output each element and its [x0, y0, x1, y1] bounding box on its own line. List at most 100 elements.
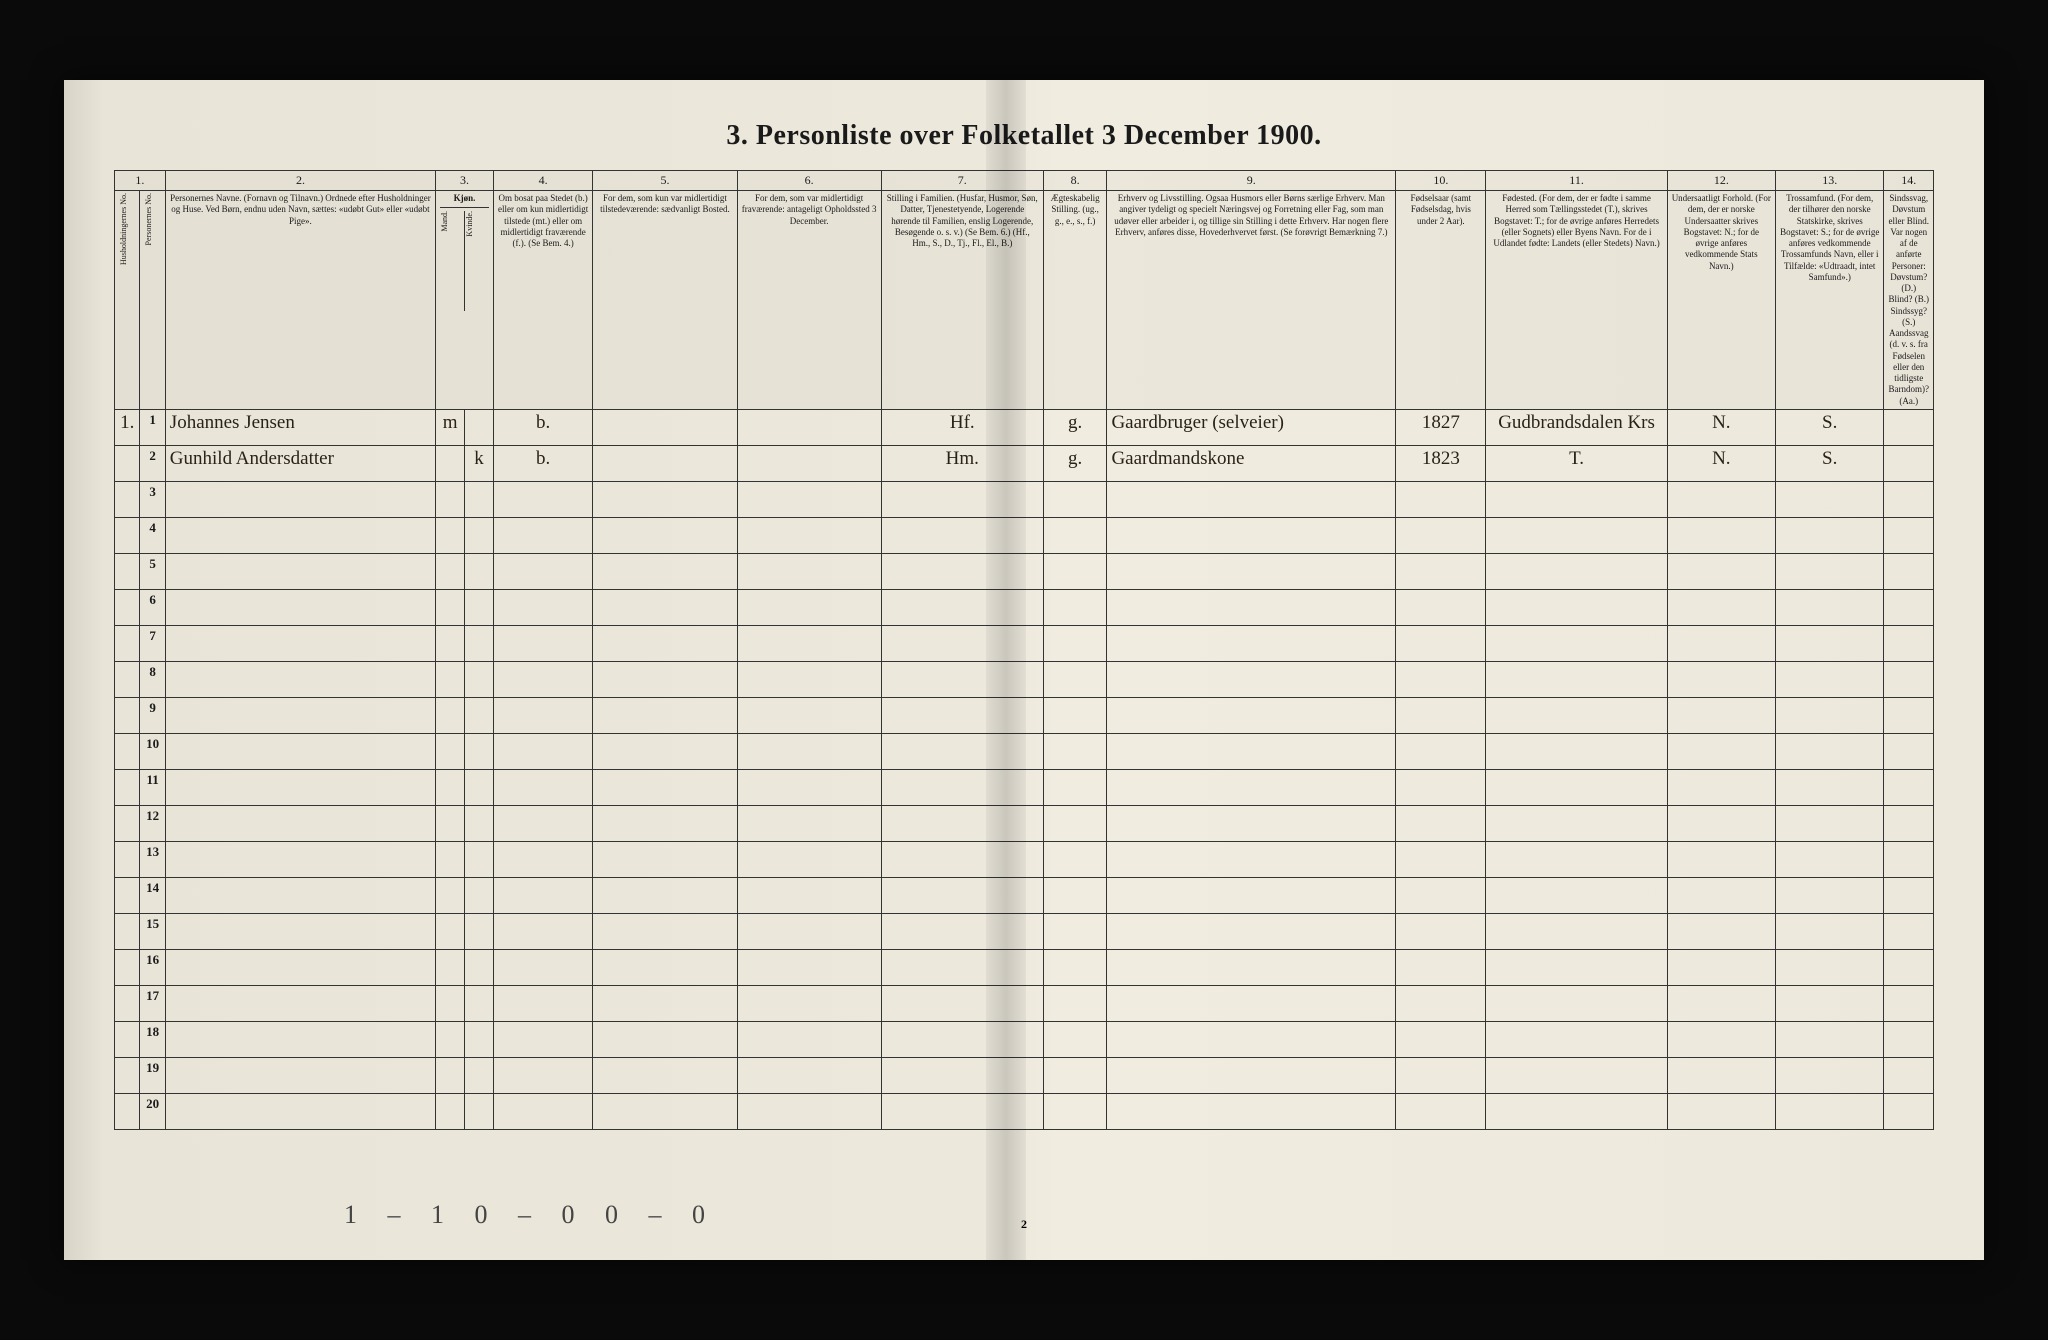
table-cell — [593, 985, 737, 1021]
table-cell — [737, 841, 881, 877]
table-cell — [494, 481, 593, 517]
table-cell — [165, 1057, 435, 1093]
table-cell — [1486, 769, 1667, 805]
table-cell — [1107, 1093, 1396, 1129]
table-cell — [494, 589, 593, 625]
table-cell — [1396, 769, 1486, 805]
table-cell: 3 — [140, 481, 165, 517]
table-cell — [1107, 805, 1396, 841]
table-cell — [881, 877, 1043, 913]
table-cell — [436, 625, 465, 661]
table-row: 13 — [115, 841, 1934, 877]
table-cell — [1884, 841, 1934, 877]
table-cell: 4 — [140, 517, 165, 553]
table-cell: 6 — [140, 589, 165, 625]
hdr-marital: Ægteskabelig Stilling. (ug., g., e., s.,… — [1043, 191, 1107, 410]
table-cell — [165, 985, 435, 1021]
table-cell — [1776, 589, 1884, 625]
table-cell — [115, 697, 140, 733]
table-cell — [1486, 1057, 1667, 1093]
table-cell — [115, 661, 140, 697]
table-cell — [593, 517, 737, 553]
table-cell — [1396, 877, 1486, 913]
table-cell: 9 — [140, 697, 165, 733]
table-row: 10 — [115, 733, 1934, 769]
table-cell — [737, 445, 881, 481]
table-cell — [494, 769, 593, 805]
table-cell — [593, 1093, 737, 1129]
table-cell — [465, 769, 494, 805]
table-cell — [494, 805, 593, 841]
table-cell — [593, 877, 737, 913]
table-row: 18 — [115, 1021, 1934, 1057]
table-cell — [1884, 1093, 1934, 1129]
table-cell — [1107, 841, 1396, 877]
table-cell: 12 — [140, 805, 165, 841]
census-table: 1. 2. 3. 4. 5. 6. 7. 8. 9. 10. 11. 12. 1… — [114, 170, 1934, 1130]
table-cell — [1884, 445, 1934, 481]
table-cell — [1486, 1093, 1667, 1129]
table-cell — [1396, 517, 1486, 553]
table-cell — [737, 697, 881, 733]
table-cell — [115, 805, 140, 841]
table-cell — [1043, 481, 1107, 517]
table-cell — [165, 877, 435, 913]
table-cell — [1884, 949, 1934, 985]
table-cell — [1486, 553, 1667, 589]
table-cell — [436, 661, 465, 697]
table-cell — [1107, 1057, 1396, 1093]
table-cell — [1776, 625, 1884, 661]
table-cell — [593, 769, 737, 805]
page-left-shadow — [64, 80, 104, 1260]
table-cell — [165, 661, 435, 697]
table-cell: 14 — [140, 877, 165, 913]
table-cell — [1043, 913, 1107, 949]
table-cell — [593, 733, 737, 769]
colnum-11: 11. — [1486, 171, 1667, 191]
table-row: 9 — [115, 697, 1934, 733]
table-cell — [436, 949, 465, 985]
table-cell — [165, 697, 435, 733]
table-cell — [1667, 589, 1775, 625]
table-cell — [1396, 1057, 1486, 1093]
table-cell — [1107, 949, 1396, 985]
table-cell — [494, 733, 593, 769]
table-cell — [465, 1057, 494, 1093]
table-cell — [465, 913, 494, 949]
table-cell: 2 — [140, 445, 165, 481]
table-cell: Gaardmandskone — [1107, 445, 1396, 481]
table-cell — [465, 985, 494, 1021]
table-cell — [436, 769, 465, 805]
table-cell: N. — [1667, 409, 1775, 445]
table-cell — [115, 517, 140, 553]
table-cell — [1667, 805, 1775, 841]
table-cell — [1107, 697, 1396, 733]
colnum-12: 12. — [1667, 171, 1775, 191]
document-page: 3. Personliste over Folketallet 3 Decemb… — [64, 80, 1984, 1260]
table-cell: 18 — [140, 1021, 165, 1057]
table-cell — [1043, 769, 1107, 805]
table-row: 4 — [115, 517, 1934, 553]
table-cell — [1107, 625, 1396, 661]
table-cell — [737, 625, 881, 661]
table-cell — [1486, 877, 1667, 913]
table-cell — [115, 877, 140, 913]
table-cell — [1107, 589, 1396, 625]
table-cell — [1884, 985, 1934, 1021]
table-cell — [1776, 481, 1884, 517]
table-cell — [165, 841, 435, 877]
table-cell — [494, 985, 593, 1021]
table-cell — [465, 517, 494, 553]
table-cell — [165, 805, 435, 841]
table-cell: 13 — [140, 841, 165, 877]
table-cell — [1043, 805, 1107, 841]
scan-frame: 3. Personliste over Folketallet 3 Decemb… — [20, 20, 2028, 1320]
table-cell — [165, 481, 435, 517]
table-cell: S. — [1776, 445, 1884, 481]
table-row: 8 — [115, 661, 1934, 697]
table-cell — [465, 481, 494, 517]
table-cell — [593, 553, 737, 589]
colnum-2: 2. — [165, 171, 435, 191]
table-cell — [1043, 985, 1107, 1021]
table-cell — [1043, 877, 1107, 913]
